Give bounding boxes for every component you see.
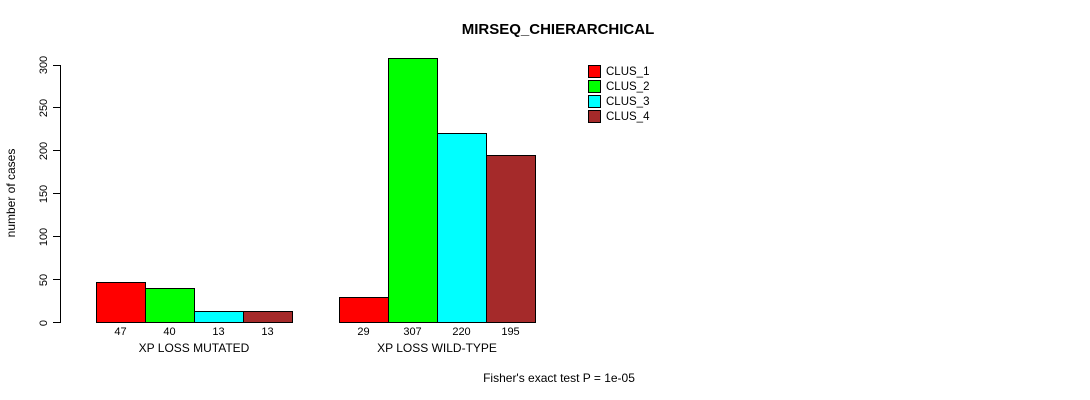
group-label: XP LOSS MUTATED <box>138 341 250 355</box>
y-axis-tick <box>53 236 60 238</box>
group-label: XP LOSS WILD-TYPE <box>377 341 497 355</box>
bar-clus_4 <box>243 310 293 323</box>
legend-swatch-clus_2 <box>588 80 601 93</box>
bar-value-label: 220 <box>452 326 471 338</box>
bar-value-label: 40 <box>163 326 176 338</box>
y-axis-tick <box>53 322 60 323</box>
legend-item: CLUS_1 <box>588 65 649 78</box>
bar-value-label: 13 <box>212 326 225 338</box>
legend-label: CLUS_4 <box>606 110 650 123</box>
y-axis-tick <box>53 107 60 109</box>
bar-clus_3 <box>194 310 244 323</box>
y-tick-label: 50 <box>38 273 50 286</box>
legend-swatch-clus_4 <box>588 110 601 123</box>
bar-value-label: 29 <box>357 326 370 338</box>
legend-swatch-clus_1 <box>588 65 601 78</box>
legend-label: CLUS_3 <box>606 95 650 108</box>
legend-item: CLUS_3 <box>588 95 649 108</box>
legend-swatch-clus_3 <box>588 95 601 108</box>
y-axis-tick <box>53 150 60 152</box>
bar-clus_2 <box>145 287 195 323</box>
bar-clus_1 <box>339 297 389 323</box>
legend-item: CLUS_4 <box>588 110 649 123</box>
bar-clus_2 <box>388 58 438 323</box>
legend-label: CLUS_1 <box>606 65 650 78</box>
y-axis-label: number of cases <box>4 148 18 238</box>
y-tick-label: 150 <box>38 184 50 203</box>
y-tick-label: 250 <box>38 98 50 118</box>
chart-title: MIRSEQ_CHIERARCHICAL <box>461 21 655 38</box>
y-tick-label: 200 <box>38 141 50 161</box>
y-axis-tick <box>53 279 60 281</box>
bar-value-label: 195 <box>501 326 520 338</box>
y-tick-label: 100 <box>38 227 50 246</box>
bar-value-label: 307 <box>403 326 422 338</box>
bar-clus_4 <box>486 154 536 323</box>
fisher-test-note: Fisher's exact test P = 1e-05 <box>483 371 635 385</box>
bar-clus_3 <box>437 133 487 323</box>
legend-item: CLUS_2 <box>588 80 649 93</box>
y-tick-label: 300 <box>38 55 50 75</box>
y-axis-tick <box>53 193 60 195</box>
bar-clus_1 <box>96 281 146 323</box>
bar-value-label: 13 <box>261 326 274 338</box>
y-axis-line <box>60 64 61 323</box>
y-tick-label: 0 <box>38 319 50 326</box>
legend-label: CLUS_2 <box>606 80 650 93</box>
y-axis-tick <box>53 64 60 66</box>
bar-value-label: 47 <box>114 326 127 338</box>
